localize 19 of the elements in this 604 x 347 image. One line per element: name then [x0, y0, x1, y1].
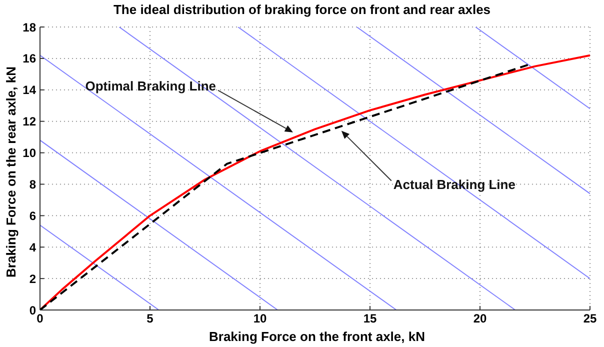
y-tick-label: 8	[29, 177, 36, 192]
y-tick-label: 4	[29, 240, 36, 254]
y-tick-label: 18	[22, 20, 36, 34]
y-tick-label: 10	[22, 146, 36, 160]
y-tick-label: 12	[22, 114, 36, 129]
y-tick-label: 14	[22, 83, 36, 98]
y-axis-title: Braking Force on the rear axle, kN	[4, 66, 18, 278]
x-tick-label: 15	[363, 312, 377, 326]
x-tick-label: 25	[583, 312, 597, 326]
y-tick-label: 6	[29, 208, 36, 223]
chart-title: The ideal distribution of braking force on front and rear axles	[112, 2, 492, 17]
x-tick-label: 5	[146, 312, 154, 326]
x-tick-label: 20	[473, 312, 487, 326]
annotation: Actual Braking Line	[393, 176, 516, 192]
x-tick-label: 10	[253, 312, 267, 326]
y-tick-label: 2	[29, 272, 36, 286]
y-tick-label: 16	[22, 52, 36, 66]
annotation: Optimal Braking Line	[85, 78, 216, 94]
x-axis-title: Braking Force on the front axle, kN	[208, 329, 426, 344]
